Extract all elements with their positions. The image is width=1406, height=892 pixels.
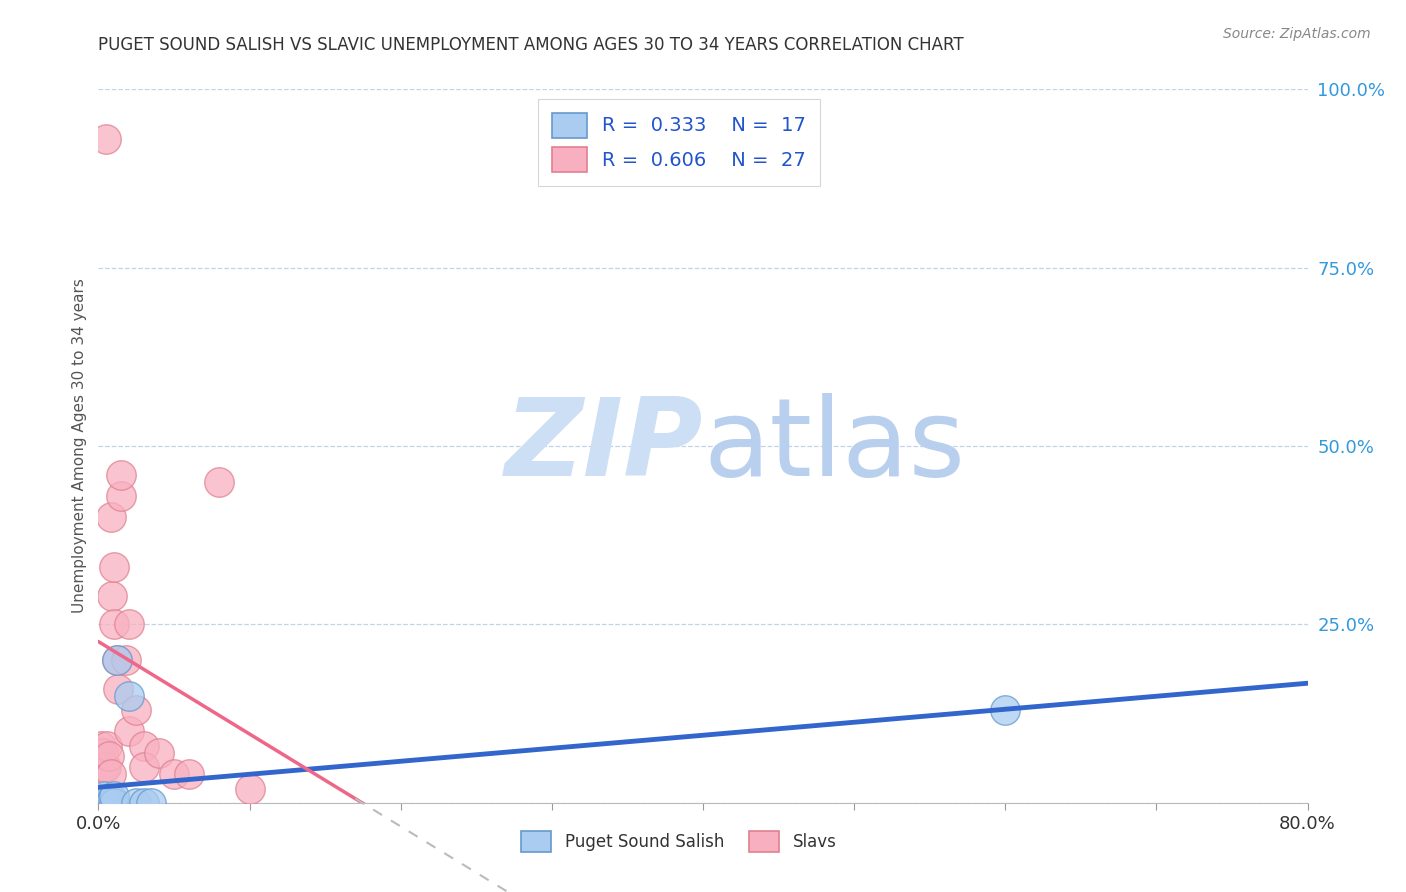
- Y-axis label: Unemployment Among Ages 30 to 34 years: Unemployment Among Ages 30 to 34 years: [72, 278, 87, 614]
- Point: [98, 792, 121, 806]
- Point: [94, 796, 117, 810]
- Point: [96, 796, 118, 810]
- Point: [208, 475, 231, 489]
- Point: [105, 653, 128, 667]
- Point: [94, 760, 117, 774]
- Point: [114, 653, 136, 667]
- Point: [125, 703, 148, 717]
- Point: [100, 510, 122, 524]
- Point: [94, 132, 117, 146]
- Point: [91, 796, 114, 810]
- Point: [103, 796, 125, 810]
- Point: [118, 689, 141, 703]
- Point: [105, 653, 128, 667]
- Point: [148, 746, 170, 760]
- Point: [91, 746, 114, 760]
- Point: [90, 739, 112, 753]
- Legend: Puget Sound Salish, Slavs: Puget Sound Salish, Slavs: [515, 824, 844, 859]
- Point: [98, 796, 121, 810]
- Point: [98, 749, 121, 764]
- Text: PUGET SOUND SALISH VS SLAVIC UNEMPLOYMENT AMONG AGES 30 TO 34 YEARS CORRELATION : PUGET SOUND SALISH VS SLAVIC UNEMPLOYMEN…: [98, 36, 965, 54]
- Point: [101, 589, 124, 603]
- Point: [118, 617, 141, 632]
- Point: [132, 796, 155, 810]
- Text: Source: ZipAtlas.com: Source: ZipAtlas.com: [1223, 27, 1371, 41]
- Point: [96, 739, 118, 753]
- Point: [107, 681, 129, 696]
- Point: [93, 760, 115, 774]
- Point: [994, 703, 1017, 717]
- Point: [110, 489, 132, 503]
- Point: [110, 467, 132, 482]
- Text: ZIP: ZIP: [505, 393, 703, 499]
- Point: [163, 767, 186, 781]
- Point: [96, 792, 118, 806]
- Point: [132, 760, 155, 774]
- Point: [103, 789, 125, 803]
- Text: atlas: atlas: [703, 393, 965, 499]
- Point: [141, 796, 163, 810]
- Point: [100, 767, 122, 781]
- Point: [101, 792, 124, 806]
- Point: [239, 781, 262, 796]
- Point: [125, 796, 148, 810]
- Point: [132, 739, 155, 753]
- Point: [103, 617, 125, 632]
- Point: [179, 767, 201, 781]
- Point: [118, 724, 141, 739]
- Point: [100, 796, 122, 810]
- Point: [93, 789, 115, 803]
- Point: [103, 560, 125, 574]
